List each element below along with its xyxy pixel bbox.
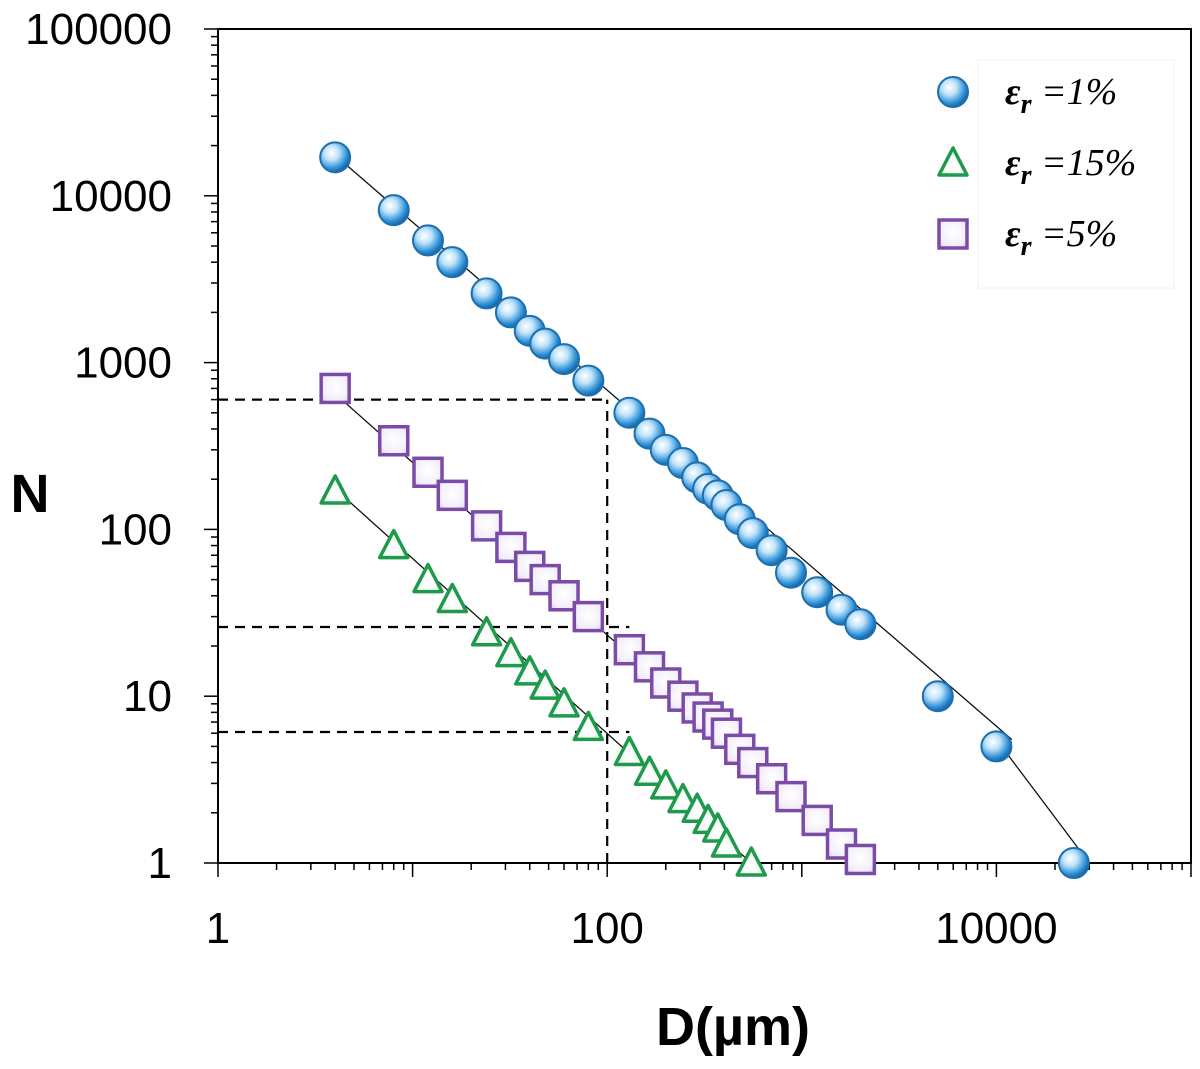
- triangle-marker: [377, 528, 410, 560]
- circle-marker: [412, 224, 445, 257]
- legend-triangle-marker: [937, 146, 969, 177]
- circle-marker: [774, 556, 807, 589]
- circle-marker: [572, 364, 605, 397]
- square-marker: [801, 804, 833, 837]
- y-axis-title: N: [11, 464, 50, 524]
- axis-ticks: [204, 28, 1192, 877]
- data-markers: [319, 141, 1090, 879]
- legend-symbol: ε: [1005, 142, 1021, 184]
- circle-marker: [801, 576, 834, 609]
- square-marker: [412, 456, 444, 489]
- triangle-marker: [436, 582, 469, 614]
- legend: εr =1%εr =15%εr =5%: [937, 59, 1175, 289]
- legend-item: εr =15%: [937, 142, 1136, 191]
- x-tick-label: 1: [206, 904, 230, 953]
- legend-box: [977, 59, 1175, 289]
- y-tick-label: 10000: [50, 172, 172, 221]
- triangle-marker: [529, 669, 561, 700]
- legend-subscript: r: [1021, 160, 1033, 191]
- circle-marker: [1057, 847, 1090, 879]
- square-marker: [377, 424, 410, 457]
- reference-lines: [218, 398, 630, 863]
- triangle-marker: [735, 846, 768, 877]
- triangle-marker: [710, 827, 743, 858]
- tick-labels: 1 10 100 1000 10000 100000 1 100 10000: [25, 5, 1057, 953]
- triangle-marker: [319, 474, 351, 505]
- legend-circle-marker: [937, 76, 969, 108]
- legend-subscript: r: [1021, 231, 1033, 262]
- legend-label: εr =1%: [1005, 71, 1117, 120]
- square-marker: [572, 600, 605, 633]
- square-marker: [775, 780, 807, 813]
- y-tick-label: 1000: [74, 339, 172, 388]
- triangle-marker: [470, 616, 503, 647]
- legend-label: εr =15%: [1005, 142, 1136, 191]
- x-tick-label: 10000: [935, 904, 1057, 953]
- x-tick-label: 100: [570, 904, 643, 953]
- legend-item: εr =1%: [937, 71, 1117, 120]
- circle-marker: [921, 680, 954, 713]
- triangle-marker: [514, 655, 546, 686]
- circle-marker: [548, 343, 581, 376]
- square-marker: [436, 479, 469, 512]
- circle-marker: [613, 396, 646, 429]
- triangle-marker: [650, 769, 682, 800]
- legend-symbol: ε: [1005, 71, 1021, 113]
- square-marker: [844, 843, 877, 876]
- legend-label: εr =5%: [1005, 213, 1117, 262]
- legend-symbol: ε: [1005, 213, 1021, 255]
- legend-square-marker: [937, 218, 969, 250]
- circle-marker: [844, 608, 877, 641]
- triangle-marker: [412, 562, 444, 594]
- x-axis-title: D(µm): [656, 997, 810, 1057]
- square-marker: [529, 563, 561, 596]
- legend-subscript: r: [1021, 89, 1033, 120]
- triangle-marker: [633, 755, 666, 786]
- y-tick-label: 100000: [25, 5, 172, 54]
- fit-line: [995, 739, 1090, 864]
- triangle-marker: [548, 687, 580, 718]
- legend-value: =1%: [1032, 71, 1118, 113]
- y-tick-label: 1: [148, 839, 172, 888]
- circle-marker: [377, 194, 410, 227]
- square-marker: [319, 372, 351, 405]
- legend-value: =5%: [1032, 213, 1118, 255]
- y-tick-label: 10: [123, 672, 172, 721]
- plot-area: [217, 28, 1192, 864]
- triangle-marker: [572, 710, 605, 742]
- circle-marker: [980, 730, 1013, 763]
- circle-marker: [755, 534, 788, 567]
- legend-value: =15%: [1032, 142, 1137, 184]
- legend-item: εr =5%: [937, 213, 1117, 262]
- circle-marker: [436, 246, 469, 279]
- circle-marker: [470, 277, 503, 310]
- y-tick-label: 100: [99, 505, 172, 554]
- square-marker: [495, 531, 527, 564]
- triangle-marker: [613, 735, 646, 767]
- triangle-marker: [495, 636, 527, 668]
- circle-marker: [319, 141, 352, 174]
